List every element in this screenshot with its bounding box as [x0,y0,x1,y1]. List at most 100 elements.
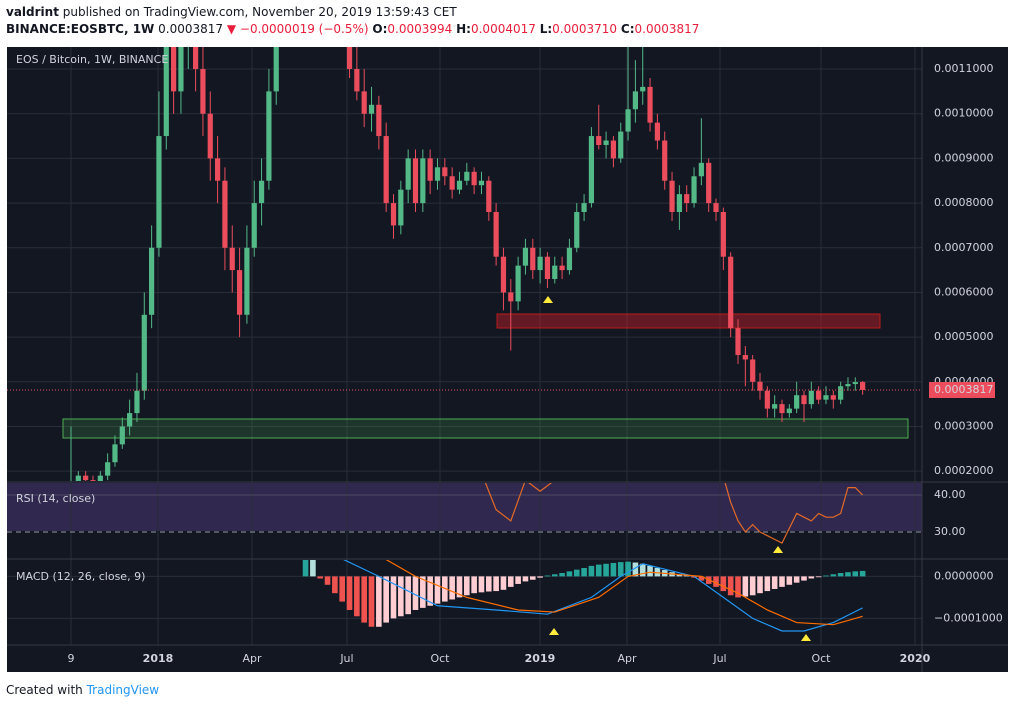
candle-body [456,180,463,190]
candle-body [376,104,382,137]
candle-body [171,47,177,92]
rsi-pane [484,483,864,544]
candle-body [332,0,337,2]
macd-bar [317,576,324,579]
candle-body [405,158,411,190]
candle-body [258,180,265,204]
candle-body [706,162,712,204]
x-tick-label: Jul [339,652,353,665]
macd-bar [837,573,844,577]
author: valdrint [6,5,59,19]
candle-body [676,194,682,213]
candle-body [823,395,829,400]
macd-bar [420,576,426,608]
candle-body [588,136,595,204]
candle-body [684,194,690,204]
macd-bar [493,576,499,592]
y-tick-label: 0.0007000 [934,241,994,254]
macd-bar [390,576,397,619]
candle-body [449,176,455,190]
footer-text: Created with [6,683,83,697]
y-tick-label: 0.0011000 [934,62,994,75]
candle-body [236,270,243,315]
macd-bar [339,576,345,602]
candle-body [530,247,536,271]
candle-body [816,390,822,400]
candle-body [112,444,118,463]
o-label: O: [372,22,388,36]
macd-bar [676,574,683,577]
candle-body [654,122,660,141]
macd-bar [779,576,785,587]
candle-body [830,395,836,400]
candle-body [794,395,800,409]
macd-bar [698,576,705,581]
macd-bar [559,573,565,577]
macd-bar [522,576,529,582]
candle-body [544,256,551,280]
o: 0.0003994 [387,22,453,36]
macd-bar [537,576,543,578]
macd-legend: MACD (12, 26, close, 9) [16,570,145,583]
candle-body [772,404,778,409]
macd-bar [713,576,719,587]
published: published on TradingView.com, November 2… [62,5,457,19]
candle-body [801,395,807,405]
candle-body [340,2,345,24]
candle-body [266,91,272,181]
candle-body [354,69,360,92]
macd-bar [551,574,558,577]
candle-body [522,247,529,266]
h-label: H: [456,22,471,36]
y-tick-label: 0.0006000 [934,285,994,298]
candle-body [618,131,624,159]
macd-bar [720,576,727,592]
indicator-line [343,560,863,632]
macd-bar [332,576,338,594]
macd-bar [632,562,639,577]
macd-bar [617,562,624,577]
header: valdrint published on TradingView.com, N… [6,4,699,38]
candle-body [214,158,221,181]
macd-bar [544,575,551,577]
macd-bar [603,563,609,577]
candle-body [127,413,133,427]
candle-body [442,167,448,177]
macd-bar [361,576,367,623]
rsi-legend: RSI (14, close) [16,492,95,505]
price-pane [7,0,922,481]
candle-body [434,167,441,181]
support-zone [62,418,909,439]
x-tick-label: Jul [712,652,726,665]
macd-bar [764,576,771,592]
macd-bar [471,576,477,594]
macd-bar [398,576,404,617]
candle-body [368,104,375,114]
macd-pane [302,560,866,632]
change: ▼ −0.0000019 (−0.5%) [226,22,369,36]
candle-body [90,480,96,481]
macd-bar [801,576,807,581]
c-label: C: [620,22,635,36]
y-tick-label: 0.0009000 [934,151,994,164]
macd-bar [507,576,514,587]
candle-body [178,47,184,92]
candle-body [229,247,235,271]
candle-body [757,381,763,391]
price-tag [929,381,995,398]
macd-bar [449,576,455,600]
macd-bar [354,576,360,617]
macd-bar [786,576,793,585]
candle-body [149,247,155,315]
macd-bar [427,576,433,606]
x-tick-label: 2019 [525,652,556,665]
y-tick-label: 0.0008000 [934,196,994,209]
macd-bar [815,576,822,578]
header-line-2: BINANCE:EOSBTC, 1W 0.0003817 ▼ −0.000001… [6,21,699,38]
macd-bar [727,576,734,596]
candle-body [398,189,404,226]
macd-bar [823,575,829,577]
macd-bar [478,576,485,593]
candle-body [786,408,792,414]
macd-bar [830,574,837,577]
